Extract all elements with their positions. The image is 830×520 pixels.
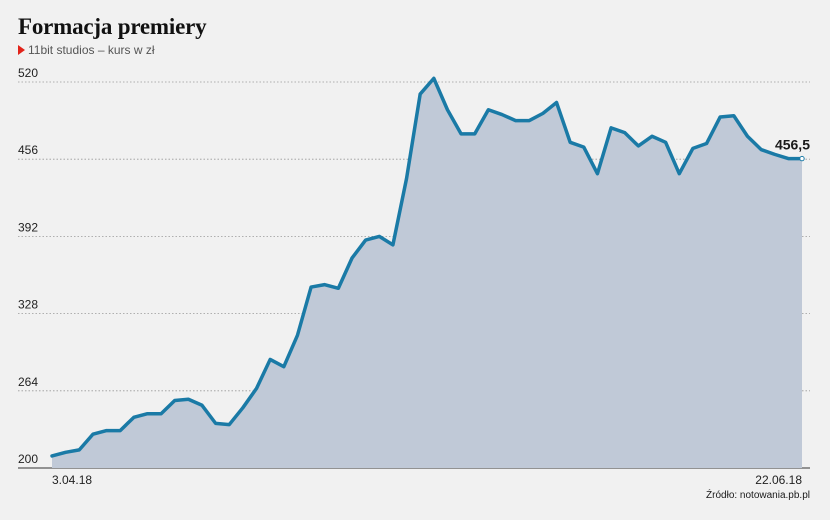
data-point <box>555 101 558 104</box>
data-point <box>623 131 626 134</box>
chart-title: Formacja premiery <box>18 14 207 39</box>
data-point <box>705 142 708 145</box>
triangle-marker-icon <box>18 45 25 55</box>
data-point <box>678 172 681 175</box>
y-tick-label: 200 <box>18 452 38 466</box>
data-point <box>323 283 326 286</box>
data-point <box>310 286 313 289</box>
y-tick-label: 456 <box>18 143 38 157</box>
data-point <box>651 135 654 138</box>
data-point <box>214 422 217 425</box>
data-point <box>610 126 613 129</box>
data-point <box>105 429 108 432</box>
data-point <box>132 416 135 419</box>
x-ticks-group: 3.04.18 22.06.18 <box>52 473 802 487</box>
chart-subtitle: 11bit studios – kurs w zł <box>18 43 155 57</box>
data-point <box>719 115 722 118</box>
data-point <box>760 148 763 151</box>
last-value-label: 456,5 <box>775 137 810 153</box>
data-point <box>51 454 54 457</box>
data-point <box>419 93 422 96</box>
data-point <box>241 406 244 409</box>
data-point <box>64 451 67 454</box>
y-tick-label: 520 <box>18 66 38 80</box>
data-point <box>691 147 694 150</box>
data-point <box>746 135 749 138</box>
y-ticks-group: 200 264 328 392 456 520 <box>18 66 38 466</box>
x-tick-label: 22.06.18 <box>755 473 802 487</box>
data-point <box>228 423 231 426</box>
data-point <box>255 387 258 390</box>
y-tick-label: 328 <box>18 298 38 312</box>
data-point <box>146 412 149 415</box>
last-point-marker <box>799 155 805 162</box>
data-point <box>569 141 572 144</box>
data-point <box>351 257 354 260</box>
data-point <box>664 141 667 144</box>
data-point <box>446 108 449 111</box>
data-point <box>119 429 122 432</box>
subtitle-text: 11bit studios – kurs w zł <box>28 43 155 57</box>
data-point <box>541 112 544 115</box>
data-point <box>514 119 517 122</box>
data-point <box>487 108 490 111</box>
y-tick-label: 392 <box>18 220 38 234</box>
data-point <box>378 235 381 238</box>
data-point <box>91 433 94 436</box>
data-point <box>773 153 776 156</box>
data-point <box>364 239 367 242</box>
y-tick-label: 264 <box>18 375 38 389</box>
data-point <box>528 119 531 122</box>
data-point <box>173 399 176 402</box>
data-point <box>432 77 435 80</box>
data-point <box>637 144 640 147</box>
data-point <box>460 132 463 135</box>
data-point <box>78 448 81 451</box>
source-note: Źródło: notowania.pb.pl <box>706 490 810 501</box>
data-point <box>187 398 190 401</box>
data-point <box>282 365 285 368</box>
data-point <box>391 243 394 246</box>
data-point <box>501 113 504 116</box>
area-fill <box>52 78 802 468</box>
data-point <box>269 358 272 361</box>
data-point <box>596 172 599 175</box>
data-point <box>405 177 408 180</box>
data-point <box>160 412 163 415</box>
x-tick-label: 3.04.18 <box>52 473 92 487</box>
price-line <box>50 76 804 458</box>
data-point <box>787 157 790 160</box>
data-point <box>201 404 204 407</box>
data-point <box>582 146 585 149</box>
data-point <box>337 287 340 290</box>
data-point <box>732 114 735 117</box>
data-point <box>296 334 299 337</box>
data-point <box>473 132 476 135</box>
